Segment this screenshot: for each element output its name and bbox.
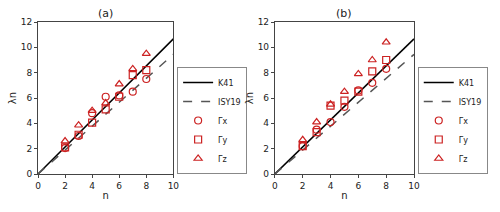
svg-text:12: 12: [258, 17, 269, 27]
svg-text:Γz: Γz: [459, 155, 468, 164]
svg-text:Γz: Γz: [218, 155, 227, 164]
svg-text:2: 2: [263, 144, 269, 154]
svg-text:λn: λn: [244, 92, 255, 104]
svg-text:6: 6: [263, 93, 269, 103]
svg-text:8: 8: [26, 68, 32, 78]
svg-text:6: 6: [26, 93, 32, 103]
svg-text:8: 8: [383, 181, 389, 191]
svg-text:8: 8: [263, 68, 269, 78]
svg-text:0: 0: [272, 181, 278, 191]
svg-text:Γx: Γx: [218, 117, 227, 126]
svg-text:n: n: [103, 190, 109, 201]
svg-text:0: 0: [26, 169, 32, 179]
svg-text:0: 0: [35, 181, 41, 191]
svg-text:6: 6: [355, 181, 361, 191]
svg-text:4: 4: [89, 181, 95, 191]
svg-text:Γy: Γy: [218, 136, 227, 145]
svg-text:2: 2: [62, 181, 68, 191]
svg-text:K41: K41: [459, 79, 474, 88]
svg-text:8: 8: [143, 181, 149, 191]
svg-text:0: 0: [263, 169, 269, 179]
svg-text:Γx: Γx: [459, 117, 468, 126]
svg-text:2: 2: [300, 181, 306, 191]
svg-text:ISY19: ISY19: [218, 98, 241, 107]
svg-text:(a): (a): [98, 7, 113, 20]
svg-text:Γy: Γy: [459, 136, 468, 145]
svg-text:4: 4: [263, 118, 269, 128]
svg-text:4: 4: [26, 118, 32, 128]
svg-text:K41: K41: [218, 79, 233, 88]
svg-text:ISY19: ISY19: [459, 98, 482, 107]
svg-text:6: 6: [116, 181, 122, 191]
svg-text:n: n: [341, 190, 347, 201]
svg-text:12: 12: [21, 17, 32, 27]
svg-text:10: 10: [258, 42, 270, 52]
svg-text:(b): (b): [336, 7, 352, 20]
svg-text:4: 4: [328, 181, 334, 191]
svg-text:λn: λn: [7, 92, 18, 104]
svg-text:10: 10: [168, 181, 180, 191]
svg-text:10: 10: [408, 181, 420, 191]
svg-text:2: 2: [26, 144, 32, 154]
svg-text:10: 10: [21, 42, 33, 52]
